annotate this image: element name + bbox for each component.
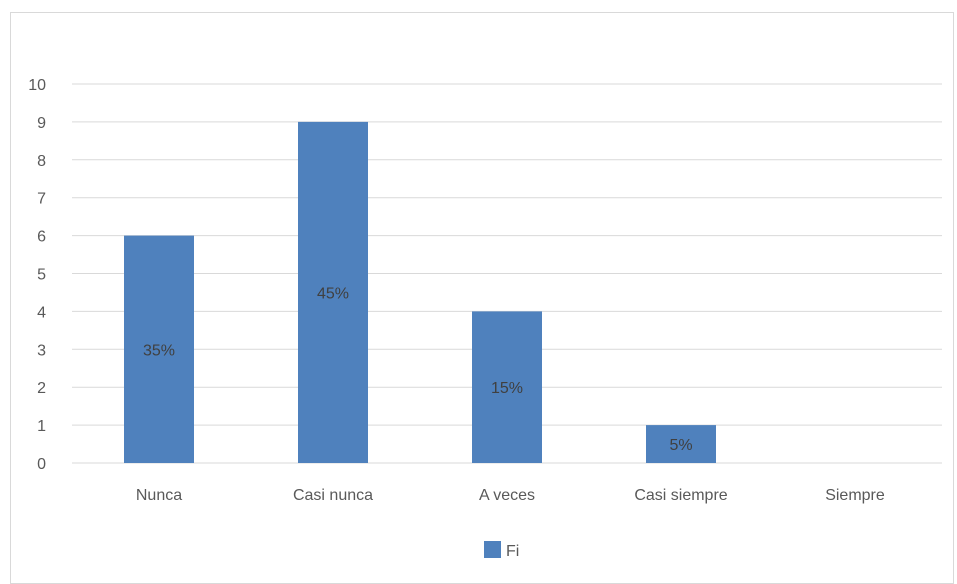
- bar-a-veces: [472, 311, 542, 463]
- bar-nunca: [124, 235, 194, 463]
- legend: Fi: [484, 541, 519, 560]
- x-tick-label: A veces: [479, 487, 535, 504]
- x-tick-label: Siempre: [825, 487, 885, 504]
- y-tick-label: 9: [37, 115, 46, 132]
- bars: 35% 45% 15% 5%: [124, 121, 716, 464]
- y-tick-label: 0: [37, 456, 46, 473]
- gridlines: [72, 83, 942, 464]
- x-tick-label: Nunca: [136, 487, 182, 504]
- data-label: 15%: [491, 380, 523, 397]
- y-tick-label: 1: [37, 418, 46, 435]
- y-axis-ticks: 0 1 2 3 4 5 6 7 8 9 10: [28, 77, 46, 473]
- y-tick-label: 2: [37, 380, 46, 397]
- y-tick-label: 10: [28, 77, 46, 94]
- legend-label-fi: Fi: [506, 543, 519, 560]
- y-tick-label: 8: [37, 153, 46, 170]
- y-tick-label: 5: [37, 267, 46, 284]
- x-tick-label: Casi siempre: [634, 487, 727, 504]
- y-tick-label: 6: [37, 229, 46, 246]
- bar-casi-nunca: [298, 121, 368, 464]
- data-label: 35%: [143, 342, 175, 359]
- y-tick-label: 3: [37, 342, 46, 359]
- legend-swatch-fi: [484, 541, 501, 558]
- data-label: 45%: [317, 285, 349, 302]
- x-axis-ticks: Nunca Casi nunca A veces Casi siempre Siempr…: [136, 487, 885, 504]
- y-tick-label: 4: [37, 304, 46, 321]
- y-tick-label: 7: [37, 191, 46, 208]
- x-tick-label: Casi nunca: [293, 487, 373, 504]
- bar-casi-siempre: [646, 425, 716, 463]
- data-label: 5%: [669, 437, 692, 454]
